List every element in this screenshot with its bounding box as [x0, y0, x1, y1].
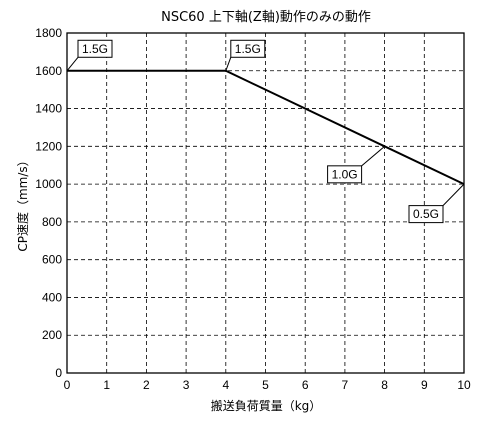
x-axis-label: 搬送負荷質量（kg） — [211, 398, 322, 413]
y-tick-label: 1000 — [35, 177, 62, 191]
x-tick-label: 10 — [457, 378, 471, 392]
x-tick-label: 2 — [143, 378, 150, 392]
x-axis-ticks: 0 1 2 3 4 5 6 7 8 9 10 — [64, 378, 471, 392]
x-tick-label: 7 — [342, 378, 349, 392]
x-tick-label: 1 — [103, 378, 110, 392]
x-tick-label: 5 — [262, 378, 269, 392]
callout-leader — [442, 183, 465, 206]
grid — [67, 33, 464, 373]
callout-label: 1.5G — [235, 42, 261, 56]
y-tick-label: 0 — [55, 366, 62, 380]
y-tick-label: 1800 — [35, 26, 62, 40]
y-tick-label: 200 — [42, 328, 62, 342]
y-tick-label: 1200 — [35, 139, 62, 153]
callout-leader — [66, 56, 79, 72]
callout-leader — [361, 145, 385, 167]
callout-box — [77, 39, 113, 58]
callout: 0.5G — [408, 183, 465, 224]
y-tick-label: 400 — [42, 290, 62, 304]
plot-frame — [66, 32, 465, 374]
y-tick-label: 1400 — [35, 102, 62, 116]
x-tick-label: 0 — [64, 378, 71, 392]
y-tick-label: 800 — [42, 215, 62, 229]
callout-label: 0.5G — [413, 207, 439, 221]
x-tick-label: 6 — [302, 378, 309, 392]
x-tick-label: 3 — [183, 378, 190, 392]
x-tick-label: 9 — [421, 378, 428, 392]
chart-title: NSC60 上下軸(Z軸)動作のみの動作 — [161, 10, 371, 25]
callout-label: 1.0G — [332, 167, 358, 181]
x-tick-label: 4 — [222, 378, 229, 392]
callout: 1.5G — [225, 39, 266, 71]
callout-box — [327, 165, 363, 184]
callout-box — [408, 205, 444, 224]
callout-leader — [225, 57, 232, 71]
callout: 1.0G — [327, 145, 385, 184]
callout-box — [230, 39, 266, 58]
annotations: 1.5G 1.5G 1.0G 0.5G — [66, 39, 465, 224]
y-tick-label: 600 — [42, 253, 62, 267]
y-axis-label: CP速度（mm/s） — [15, 154, 30, 251]
callout: 1.5G — [66, 39, 113, 72]
x-tick-label: 8 — [381, 378, 388, 392]
y-tick-label: 1600 — [35, 64, 62, 78]
y-axis-ticks: 0 200 400 600 800 1000 1200 1400 1600 1800 — [35, 26, 62, 380]
callout-label: 1.5G — [82, 42, 108, 56]
